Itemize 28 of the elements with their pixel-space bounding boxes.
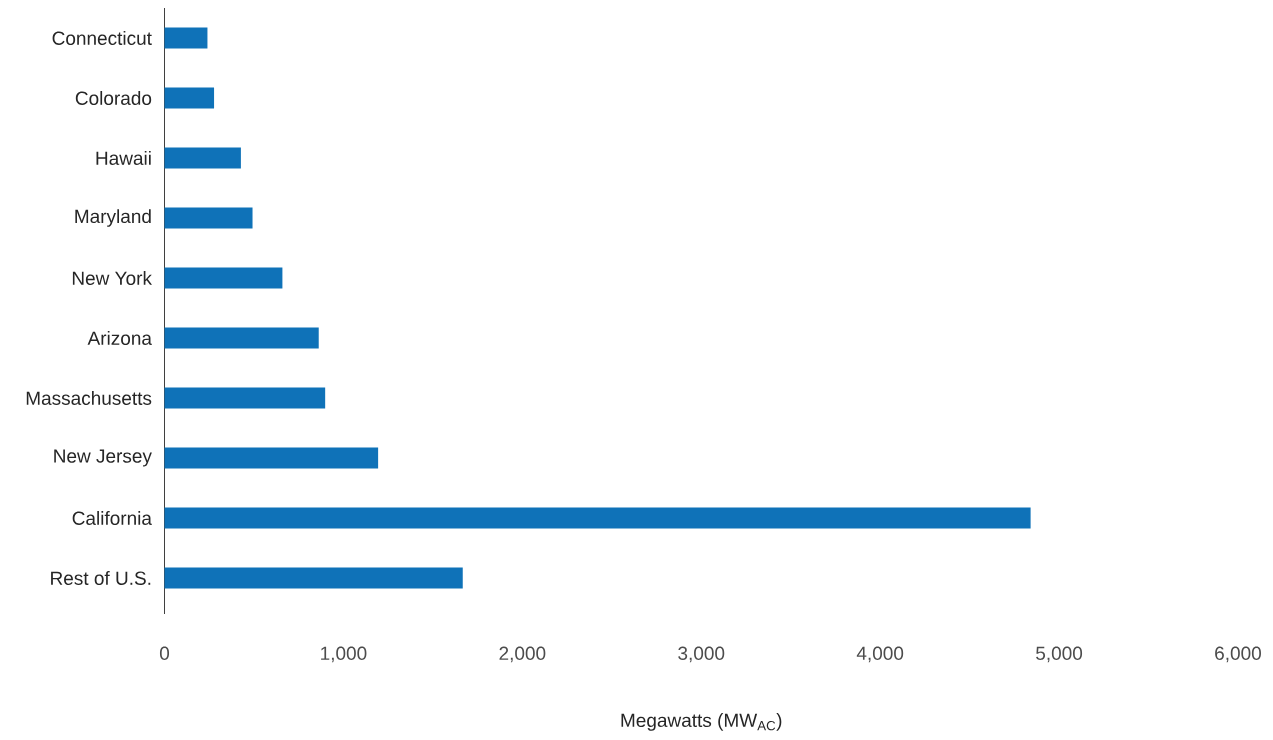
bar: [164, 447, 379, 469]
x-tick-label: 5,000: [1036, 646, 1083, 663]
x-tick-label: 2,000: [499, 646, 546, 663]
bar: [164, 207, 253, 229]
y-tick-label: Rest of U.S.: [51, 571, 151, 585]
bar: [164, 567, 463, 589]
y-tick-label: Hawaii: [96, 151, 151, 165]
bar: [164, 507, 1031, 529]
x-tick-label: 0: [159, 646, 170, 660]
bar: [164, 267, 283, 289]
x-axis-title: Megawatts (MW$_{AC}$): [621, 713, 782, 731]
y-tick-label: New Jersey: [54, 449, 152, 467]
y-tick-label: Arizona: [87, 331, 152, 345]
x-tick-label: 4,000: [856, 646, 904, 663]
y-tick-label: California: [72, 511, 152, 525]
bar: [164, 87, 215, 109]
x-tick-label: 1,000: [321, 646, 367, 663]
y-tick-label: Colorado: [75, 91, 152, 105]
x-tick-label: 6,000: [1215, 646, 1261, 663]
y-tick-label: Massachusetts: [26, 391, 152, 405]
y-tick-label: Connecticut: [52, 31, 152, 45]
y-tick-label: Maryland: [75, 209, 151, 227]
bar: [164, 147, 241, 169]
bar: [164, 327, 319, 349]
y-tick-label: New York: [72, 271, 152, 285]
bar: [164, 387, 326, 409]
bar: [164, 27, 208, 49]
x-tick-label: 3,000: [678, 646, 725, 663]
